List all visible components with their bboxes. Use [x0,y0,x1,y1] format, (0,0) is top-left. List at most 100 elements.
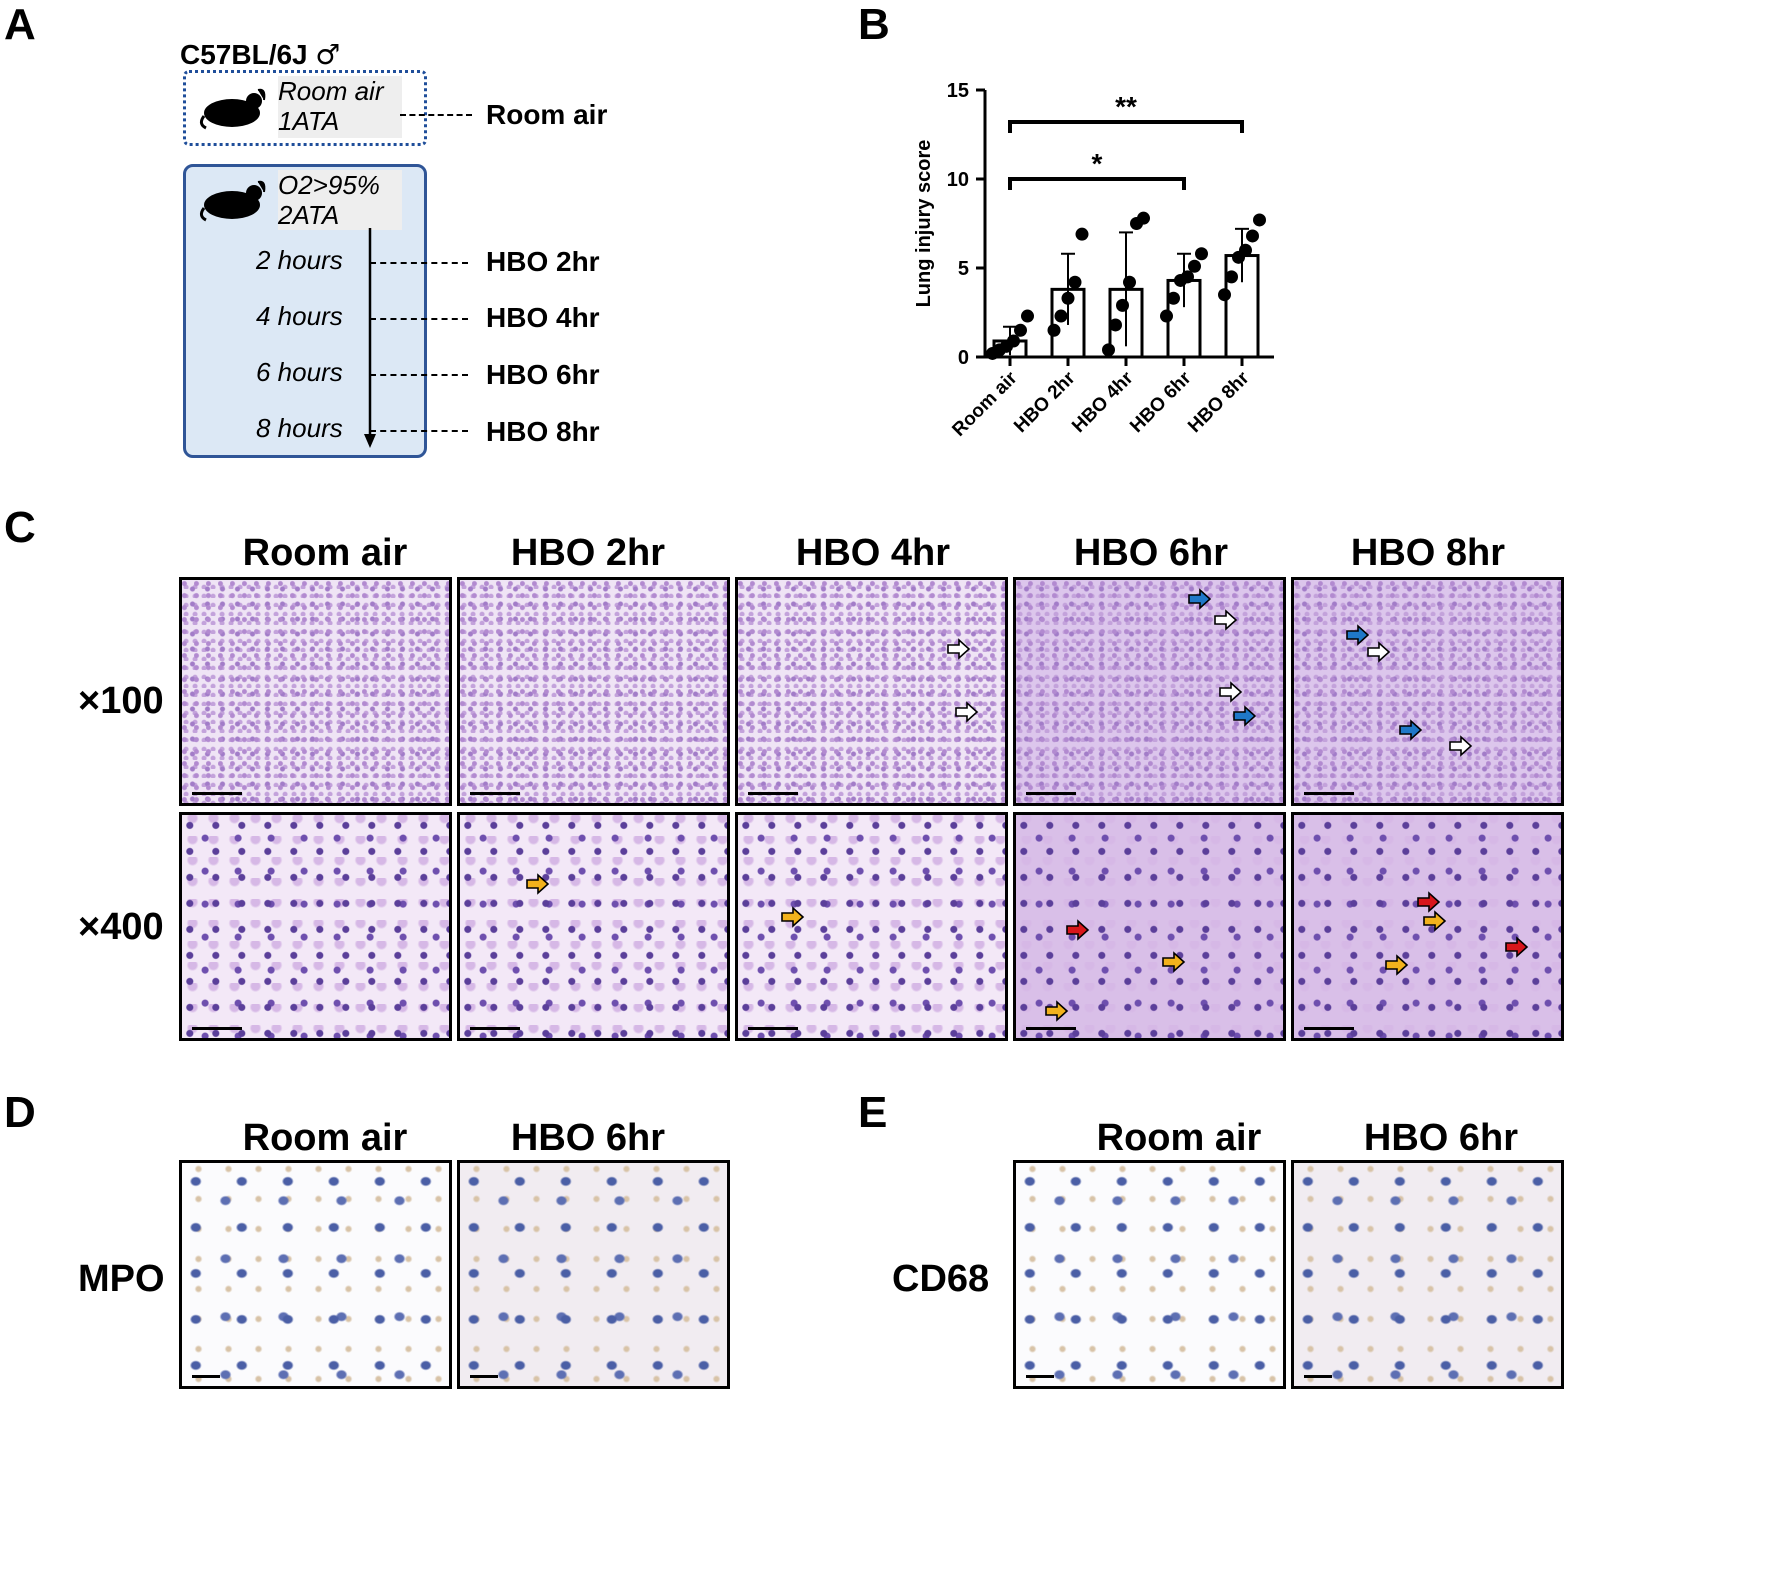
y-tick-label: 15 [947,80,969,102]
scale-bar [192,1375,220,1378]
data-point [1181,270,1194,284]
data-point [1167,291,1180,305]
panel-e-letter: E [858,1088,888,1137]
significance-label: ** [1115,91,1137,122]
yellow-arrow-marker [1385,954,1409,976]
data-point [1075,227,1089,241]
col-head-hbo-6hr: HBO 6hr [1073,532,1229,574]
room-condition-line-2: 1ATA [278,106,340,136]
e-col-head-room-air: Room air [1096,1117,1262,1159]
hbo-condition-line-1: O2>95% [278,170,380,200]
hbo-condition-text: O2>95% 2ATA [278,170,402,230]
panel-c-letter: C [4,503,36,552]
data-point [1007,334,1020,348]
data-point [1246,229,1259,243]
histology-hbo-2hr-x100 [457,577,730,806]
mouse-icon [199,180,266,222]
blue-arrow-marker [1346,624,1370,646]
data-point [1014,323,1027,337]
significance-bracket [1008,120,1244,134]
data-point [1054,309,1068,323]
y-axis-label: Lung injury score [913,140,935,308]
red-arrow-marker [1417,891,1441,913]
histology-room-air-x100 [179,577,452,806]
histology-hbo-8hr-x400 [1291,812,1564,1041]
d-col-head-room-air: Room air [242,1117,408,1159]
group-label-hbo-8hr: HBO 8hr [486,416,600,447]
scale-bar [1304,1027,1354,1030]
white-arrow-marker [1214,609,1238,631]
data-point [1102,343,1115,357]
row-label-x100: ×100 [78,680,164,722]
scale-bar [1026,1027,1076,1030]
cd68-hbo-6hr-image [1291,1160,1564,1389]
timepoint-4-hours: 4 hours [256,301,343,331]
timepoint-6-hours: 6 hours [256,357,343,387]
timepoint-leader-line [370,262,468,264]
room-air-group-label: Room air [486,99,608,130]
mpo-room-air-image [179,1160,452,1389]
col-head-hbo-4hr: HBO 4hr [795,532,951,574]
scale-bar [470,792,520,795]
data-point [1021,309,1034,323]
scale-bar [470,1027,520,1030]
significance-bracket [1008,177,1186,190]
col-head-hbo-2hr: HBO 2hr [510,532,666,574]
panel-b-letter: B [858,0,890,49]
data-point [1218,288,1231,302]
data-point [1253,213,1266,227]
col-head-room-air: Room air [242,532,408,574]
panel-d-letter: D [4,1088,36,1137]
scale-bar [470,1375,498,1378]
white-arrow-marker [1449,735,1473,757]
scale-bar [748,792,798,795]
data-point [1061,291,1075,305]
strain-label: C57BL/6J ♂ [180,38,341,71]
scale-bar [1026,1375,1054,1378]
yellow-arrow-marker [1162,951,1186,973]
red-arrow-marker [1505,936,1529,958]
e-col-head-hbo-6hr: HBO 6hr [1363,1117,1519,1159]
blue-arrow-marker [1233,705,1257,727]
timepoint-leader-line [370,430,468,432]
timepoint-leader-line [370,318,468,320]
data-point [1068,275,1082,289]
strain-name: C57BL/6J [180,39,308,70]
white-arrow-marker [1219,681,1243,703]
data-point [1195,247,1208,261]
white-arrow-marker [947,638,971,660]
data-point [1188,259,1201,273]
col-head-hbo-8hr: HBO 8hr [1350,532,1506,574]
histology-room-air-x400 [179,812,452,1041]
group-label-hbo-2hr: HBO 2hr [486,246,600,277]
histology-hbo-2hr-x400 [457,812,730,1041]
hbo-condition-line-2: 2ATA [278,200,340,230]
data-point [1047,323,1061,337]
y-tick-label: 0 [958,347,969,369]
data-point [1137,211,1150,225]
male-sex-symbol: ♂ [315,38,341,71]
yellow-arrow-marker [1045,1000,1069,1022]
white-arrow-marker [1367,641,1391,663]
scale-bar [1304,1375,1332,1378]
timepoint-leader-line [370,374,468,376]
scale-bar [192,1027,242,1030]
data-point [1123,275,1136,289]
timepoint-8-hours: 8 hours [256,413,343,443]
data-point [1116,298,1129,312]
mpo-hbo-6hr-image [457,1160,730,1389]
data-point [1239,243,1252,257]
room-condition-text: Room air 1ATA [278,76,402,138]
yellow-arrow-marker [781,906,805,928]
white-arrow-marker [955,701,979,723]
mouse-icon [199,88,266,130]
scale-bar [192,792,242,795]
row-label-x400: ×400 [78,906,164,948]
group-label-hbo-4hr: HBO 4hr [486,302,600,333]
data-point [1160,309,1173,323]
scale-bar [748,1027,798,1030]
mpo-stain-label: MPO [78,1258,165,1300]
red-arrow-marker [1066,919,1090,941]
data-point [1225,270,1238,284]
